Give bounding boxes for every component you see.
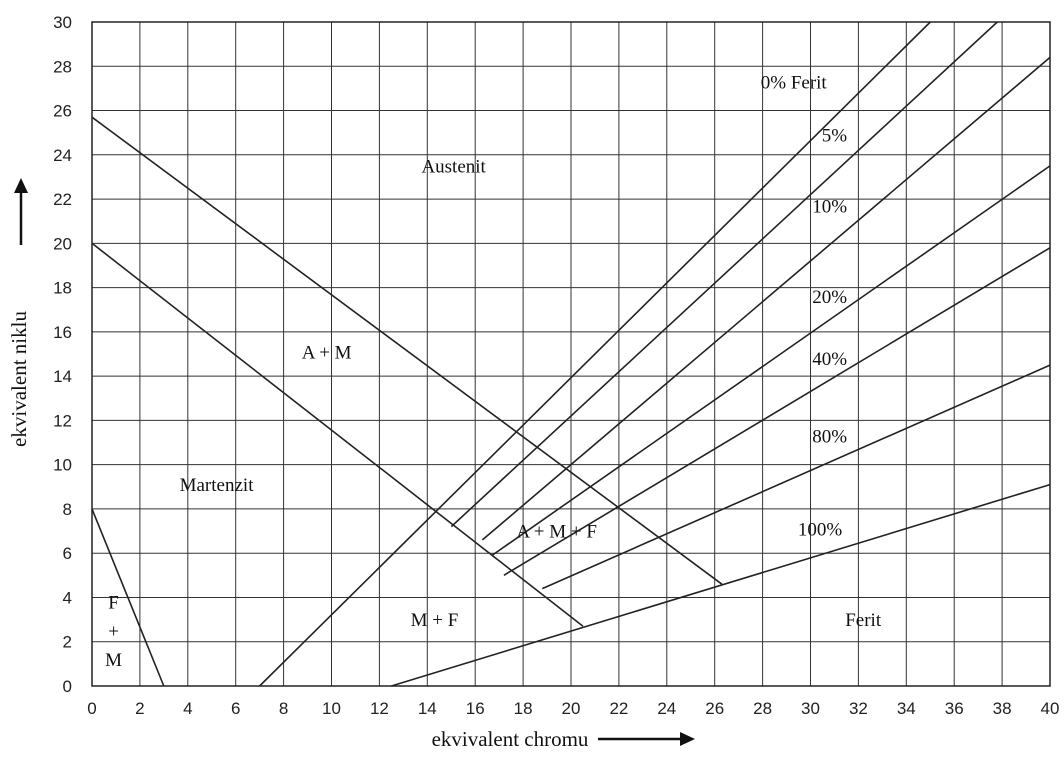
region-label: 10% — [812, 196, 847, 217]
x-tick-label: 38 — [993, 699, 1012, 718]
x-tick-label: 4 — [183, 699, 192, 718]
region-label: Martenzit — [180, 475, 255, 496]
y-tick-label: 26 — [53, 102, 72, 121]
x-tick-label: 30 — [801, 699, 820, 718]
boundary-line-8 — [503, 247, 1051, 576]
region-label: Ferit — [845, 610, 882, 631]
y-tick-label: 0 — [63, 677, 72, 696]
y-tick-label: 4 — [63, 588, 72, 607]
y-tick-label: 20 — [53, 234, 72, 253]
x-tick-label: 12 — [370, 699, 389, 718]
y-tick-label: 28 — [53, 57, 72, 76]
region-label: 100% — [798, 519, 843, 540]
region-label: A + M — [302, 342, 352, 363]
region-label: M — [105, 650, 122, 671]
y-axis-label: ekvivalent niklu — [7, 311, 31, 447]
boundary-line-1 — [91, 508, 165, 687]
region-label: M + F — [411, 610, 459, 631]
boundary-line-4 — [259, 21, 931, 687]
region-label: + — [108, 621, 119, 642]
x-tick-label: 32 — [849, 699, 868, 718]
boundary-line-2 — [91, 242, 584, 627]
x-tick-label: 6 — [231, 699, 240, 718]
grid — [91, 21, 1051, 687]
x-tick-label: 34 — [897, 699, 916, 718]
x-tick-label: 20 — [562, 699, 581, 718]
plot-frame — [91, 21, 1051, 687]
x-tick-label: 10 — [322, 699, 341, 718]
y-tick-label: 8 — [63, 500, 72, 519]
region-label: F — [108, 593, 119, 614]
y-tick-label: 14 — [53, 367, 72, 386]
y-tick-label: 24 — [53, 146, 72, 165]
y-tick-label: 10 — [53, 456, 72, 475]
x-tick-label: 28 — [753, 699, 772, 718]
boundary-line-6 — [481, 56, 1051, 541]
x-tick-labels: 0 2 4 6 8 10 12 14 16 18 20 22 24 26 28 30 32 34 36 38 40 — [87, 699, 1059, 718]
x-tick-label: 8 — [279, 699, 288, 718]
y-tick-label: 6 — [63, 544, 72, 563]
y-tick-label: 2 — [63, 633, 72, 652]
boundary-line-10 — [391, 483, 1051, 687]
y-axis-arrow-icon — [14, 178, 28, 245]
x-axis-label: ekvivalent chromu — [432, 727, 589, 751]
region-label: 20% — [812, 287, 847, 308]
x-axis-arrow-icon — [598, 732, 695, 746]
x-tick-label: 0 — [87, 699, 96, 718]
y-tick-label: 16 — [53, 323, 72, 342]
region-label: 40% — [812, 349, 847, 370]
boundary-lines — [91, 21, 1051, 687]
boundary-line-5 — [450, 21, 998, 528]
x-tick-label: 40 — [1041, 699, 1060, 718]
x-tick-label: 24 — [657, 699, 676, 718]
region-label: 5% — [822, 126, 848, 147]
boundary-line-3 — [91, 116, 723, 585]
boundary-line-9 — [541, 364, 1051, 590]
region-labels: Austenit A + M Martenzit A + M + F M + F Feri… — [105, 72, 882, 671]
boundary-line-7 — [491, 165, 1051, 557]
region-label: 0% Ferit — [761, 72, 828, 93]
region-label: 80% — [812, 427, 847, 448]
y-tick-label: 22 — [53, 190, 72, 209]
x-tick-label: 26 — [705, 699, 724, 718]
x-tick-label: 18 — [514, 699, 533, 718]
x-tick-label: 2 — [135, 699, 144, 718]
x-tick-label: 22 — [609, 699, 628, 718]
y-tick-label: 18 — [53, 279, 72, 298]
region-label: A + M + F — [516, 522, 597, 543]
y-tick-label: 30 — [53, 13, 72, 32]
x-tick-label: 14 — [418, 699, 437, 718]
region-label: Austenit — [421, 157, 486, 178]
y-tick-label: 12 — [53, 411, 72, 430]
x-tick-label: 16 — [466, 699, 485, 718]
x-tick-label: 36 — [945, 699, 964, 718]
